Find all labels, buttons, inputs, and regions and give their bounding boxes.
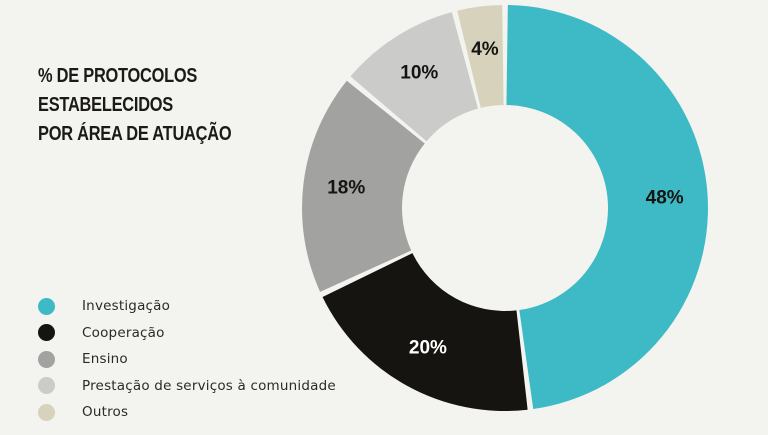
- legend-item-outros: Outros: [38, 399, 336, 426]
- slice-outros: [457, 5, 504, 108]
- data-label-prestacao: 10%: [400, 62, 438, 83]
- legend-label-cooperacao: Cooperação: [82, 324, 165, 341]
- chart-title-line-3: POR ÁREA DE ATUAÇÃO: [38, 123, 232, 145]
- legend-label-prestacao: Prestação de serviços à comunidade: [82, 377, 336, 394]
- legend-swatch-cooperacao: [38, 324, 55, 342]
- slice-ensino: [301, 80, 425, 292]
- slice-cooperacao: [322, 253, 528, 411]
- legend-swatch-outros: [38, 403, 55, 421]
- chart-title-line-1: % DE PROTOCOLOS: [38, 65, 198, 87]
- legend-swatch-ensino: [38, 350, 55, 368]
- legend-swatch-investigacao: [38, 297, 55, 315]
- legend-label-outros: Outros: [82, 404, 129, 421]
- legend-label-ensino: Ensino: [82, 351, 128, 368]
- legend-label-investigacao: Investigação: [82, 298, 171, 315]
- data-label-ensino: 18%: [327, 177, 365, 198]
- data-label-outros: 4%: [471, 39, 499, 60]
- data-label-cooperacao: 20%: [409, 338, 447, 359]
- legend-swatch-prestacao: [38, 377, 55, 395]
- chart-title: % DE PROTOCOLOS ESTABELECIDOS POR ÁREA D…: [38, 62, 232, 149]
- legend-item-cooperacao: Cooperação: [38, 320, 336, 347]
- legend-item-prestacao: Prestação de serviços à comunidade: [38, 373, 336, 400]
- data-label-investigacao: 48%: [646, 187, 684, 208]
- legend-item-investigacao: Investigação: [38, 293, 336, 320]
- chart-legend: Investigação Cooperação Ensino Prestação…: [38, 293, 336, 426]
- chart-title-line-2: ESTABELECIDOS: [38, 94, 174, 116]
- slice-prestacao: [350, 12, 478, 142]
- legend-item-ensino: Ensino: [38, 346, 336, 373]
- slice-investigacao: [506, 5, 708, 410]
